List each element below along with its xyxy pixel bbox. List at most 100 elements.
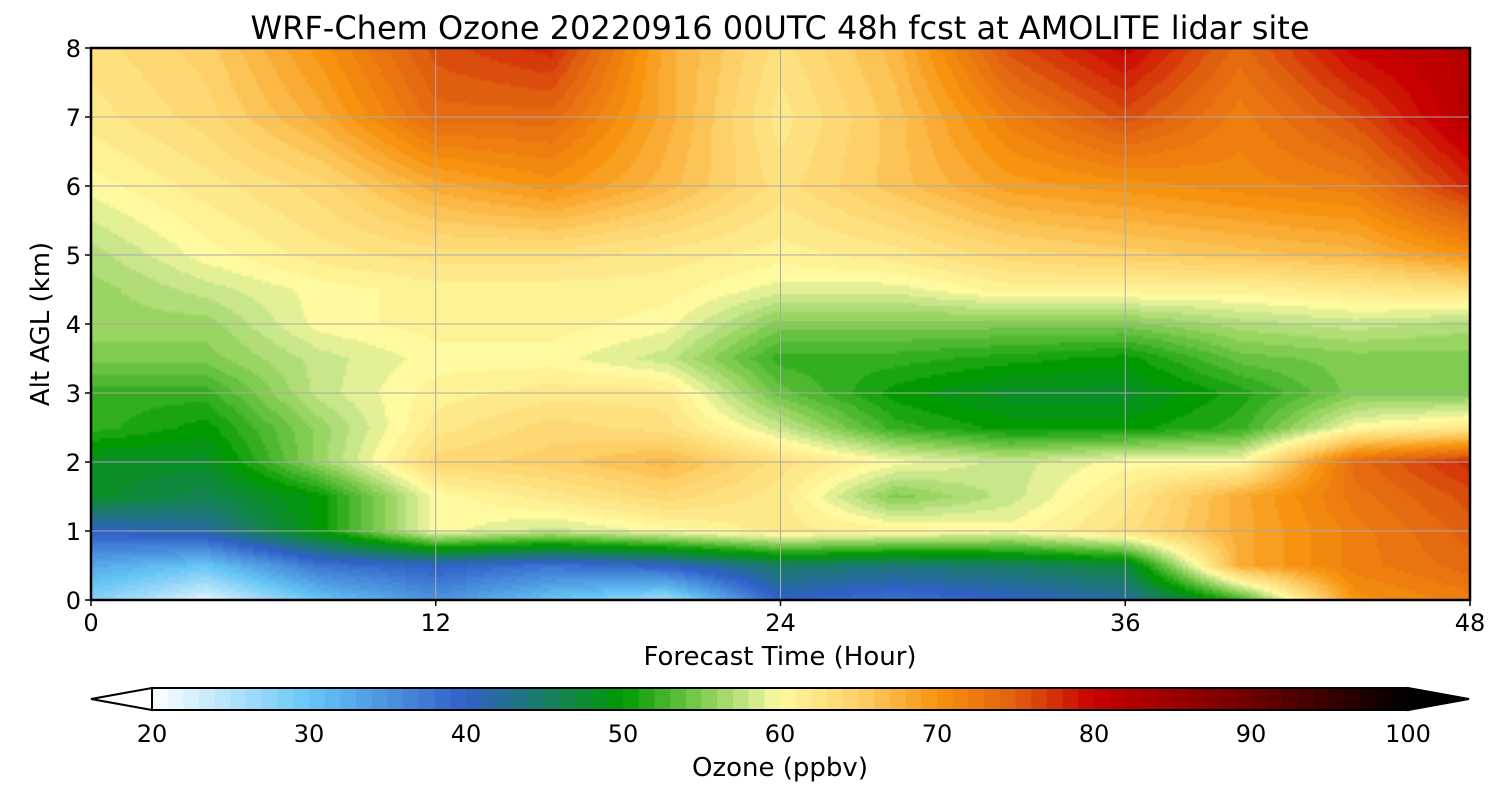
x-tick-label: 36	[1110, 609, 1141, 637]
colorbar-segment	[199, 688, 216, 710]
colorbar-segment	[277, 688, 294, 710]
colorbar-segment	[1188, 688, 1205, 710]
colorbar-segment	[701, 688, 718, 710]
colorbar-segment	[340, 688, 357, 710]
colorbar-tick-label: 20	[137, 720, 168, 748]
colorbar-segments	[152, 688, 1409, 710]
colorbar-segment	[937, 688, 954, 710]
colorbar-extend-max	[1407, 686, 1470, 712]
colorbar-segment	[575, 688, 593, 710]
colorbar-segment	[1078, 688, 1095, 710]
colorbar-segment	[1298, 688, 1315, 710]
colorbar-segment	[1266, 688, 1283, 710]
colorbar: 20 30 40 50 60 70 80 90 100 Ozone (ppbv)	[90, 686, 1470, 783]
colorbar-segment	[1172, 688, 1189, 710]
chart-title: WRF-Chem Ozone 20220916 00UTC 48h fcst a…	[250, 9, 1309, 47]
colorbar-segment	[1360, 688, 1378, 710]
colorbar-segment	[952, 688, 969, 710]
colorbar-segment	[1046, 688, 1064, 710]
colorbar-segment	[371, 688, 389, 710]
colorbar-segment	[1235, 688, 1252, 710]
y-tick-label: 2	[66, 449, 81, 477]
x-axis-label: Forecast Time (Hour)	[643, 642, 916, 672]
colorbar-segment	[654, 688, 671, 710]
y-axis-label: Alt AGL (km)	[26, 242, 56, 406]
colorbar-segment	[1329, 688, 1346, 710]
colorbar-tick-label: 30	[294, 720, 325, 748]
colorbar-segment	[685, 688, 703, 710]
colorbar-segment	[732, 688, 750, 710]
colorbar-segment	[293, 688, 310, 710]
colorbar-segment	[1251, 688, 1268, 710]
colorbar-segment	[1156, 688, 1174, 710]
colorbar-segment	[387, 688, 404, 710]
colorbar-segment	[670, 688, 687, 710]
colorbar-segment	[591, 688, 608, 710]
colorbar-tick-label: 40	[451, 720, 482, 748]
x-axis: 0 12 24 36 48	[83, 600, 1485, 637]
grid	[91, 48, 1470, 600]
colorbar-segment	[356, 688, 373, 710]
colorbar-segment	[324, 688, 341, 710]
colorbar-segment	[968, 688, 985, 710]
colorbar-label: Ozone (ppbv)	[692, 753, 868, 783]
colorbar-segment	[450, 688, 467, 710]
colorbar-segment	[999, 688, 1017, 710]
colorbar-tick-label: 100	[1385, 720, 1431, 748]
colorbar-segment	[167, 688, 184, 710]
colorbar-segment	[1392, 688, 1409, 710]
colorbar-segment	[905, 688, 922, 710]
colorbar-segment	[1203, 688, 1221, 710]
colorbar-segment	[418, 688, 436, 710]
colorbar-segment	[183, 688, 200, 710]
colorbar-segment	[827, 688, 844, 710]
y-axis: 0 1 2 3 4 5 6 7 8	[66, 35, 91, 615]
colorbar-segment	[1376, 688, 1393, 710]
colorbar-segment	[481, 688, 498, 710]
colorbar-segment	[1125, 688, 1142, 710]
colorbar-segment	[1109, 688, 1126, 710]
colorbar-segment	[214, 688, 232, 710]
colorbar-segment	[1219, 688, 1236, 710]
colorbar-segment	[528, 688, 546, 710]
colorbar-segment	[623, 688, 640, 710]
x-tick-label: 12	[420, 609, 451, 637]
colorbar-segment	[497, 688, 514, 710]
y-tick-label: 7	[66, 104, 81, 132]
colorbar-segment	[842, 688, 860, 710]
colorbar-segment	[309, 688, 326, 710]
colorbar-segment	[717, 688, 734, 710]
colorbar-segment	[434, 688, 451, 710]
y-tick-label: 3	[66, 380, 81, 408]
colorbar-segment	[466, 688, 483, 710]
y-tick-label: 0	[66, 587, 81, 615]
colorbar-segment	[1031, 688, 1048, 710]
colorbar-segment	[1282, 688, 1299, 710]
plot-area	[89, 46, 1472, 602]
colorbar-segment	[152, 688, 169, 710]
colorbar-segment	[764, 688, 781, 710]
colorbar-segment	[780, 688, 797, 710]
colorbar-tick-label: 60	[765, 720, 796, 748]
colorbar-segment	[984, 688, 1001, 710]
colorbar-segment	[1345, 688, 1362, 710]
colorbar-ticks: 20 30 40 50 60 70 80 90 100	[137, 720, 1431, 748]
colorbar-segment	[921, 688, 938, 710]
colorbar-tick-label: 80	[1079, 720, 1110, 748]
x-tick-label: 24	[765, 609, 796, 637]
colorbar-segment	[795, 688, 812, 710]
colorbar-segment	[1015, 688, 1032, 710]
colorbar-segment	[748, 688, 765, 710]
y-tick-label: 6	[66, 173, 81, 201]
colorbar-segment	[246, 688, 263, 710]
colorbar-segment	[1313, 688, 1331, 710]
colorbar-segment	[560, 688, 577, 710]
y-tick-label: 5	[66, 242, 81, 270]
colorbar-segment	[607, 688, 624, 710]
colorbar-segment	[403, 688, 420, 710]
colorbar-tick-label: 70	[922, 720, 953, 748]
colorbar-segment	[858, 688, 875, 710]
colorbar-segment	[230, 688, 247, 710]
colorbar-segment	[1062, 688, 1079, 710]
